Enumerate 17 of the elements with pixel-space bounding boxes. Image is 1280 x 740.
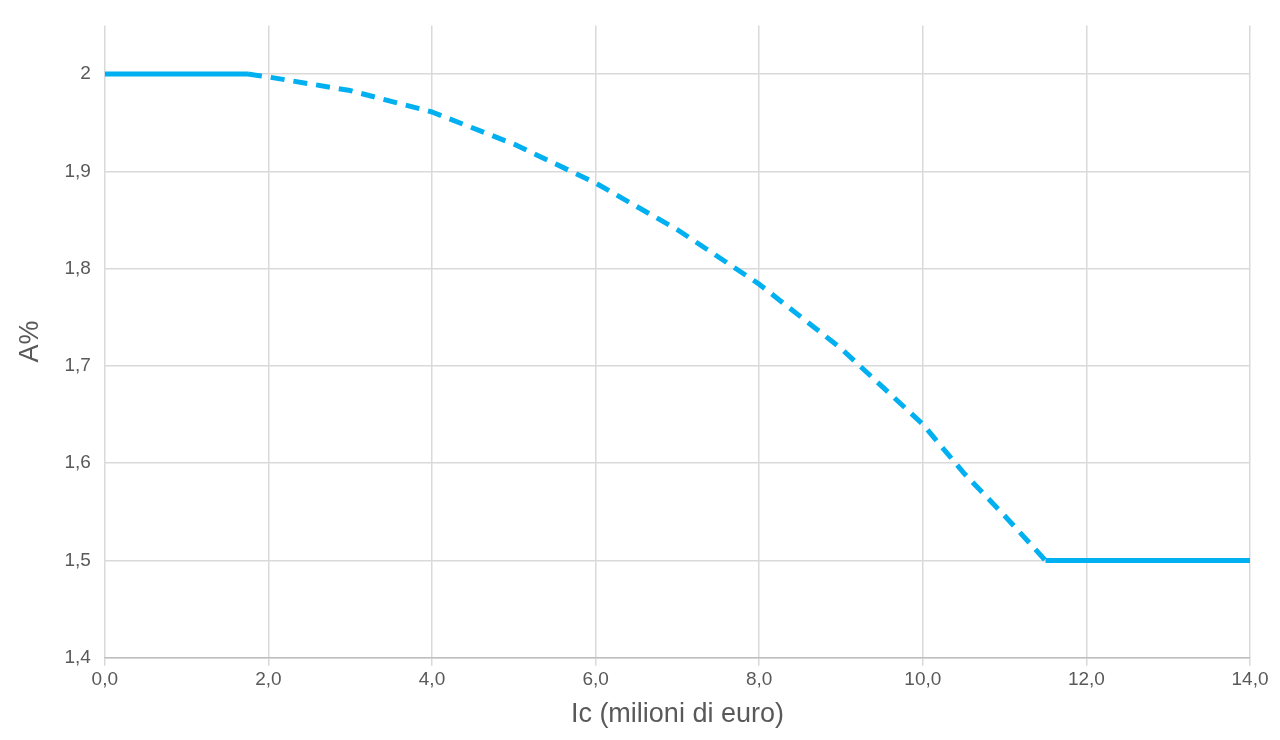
y-tick-label: 1,4 bbox=[64, 646, 92, 668]
x-tick-label: 14,0 bbox=[1231, 668, 1269, 690]
y-axis-title: A% bbox=[13, 320, 44, 363]
y-tick-label: 1,6 bbox=[64, 451, 91, 473]
y-tick-label: 1,8 bbox=[64, 256, 91, 278]
x-tick-label: 2,0 bbox=[255, 668, 282, 690]
x-tick-label: 4,0 bbox=[418, 668, 446, 690]
x-tick-label: 12,0 bbox=[1067, 668, 1105, 690]
x-tick-label: 0,0 bbox=[91, 668, 119, 690]
x-tick-label: 6,0 bbox=[582, 668, 609, 690]
x-tick-label: 8,0 bbox=[745, 668, 773, 690]
y-tick-label: 1,9 bbox=[64, 159, 91, 181]
y-tick-label: 2 bbox=[80, 62, 91, 84]
y-tick-label: 1,7 bbox=[64, 354, 91, 376]
y-tick-label: 1,5 bbox=[64, 548, 91, 570]
x-axis-title: Ic (milioni di euro) bbox=[570, 698, 784, 729]
x-tick-label: 10,0 bbox=[904, 668, 942, 690]
